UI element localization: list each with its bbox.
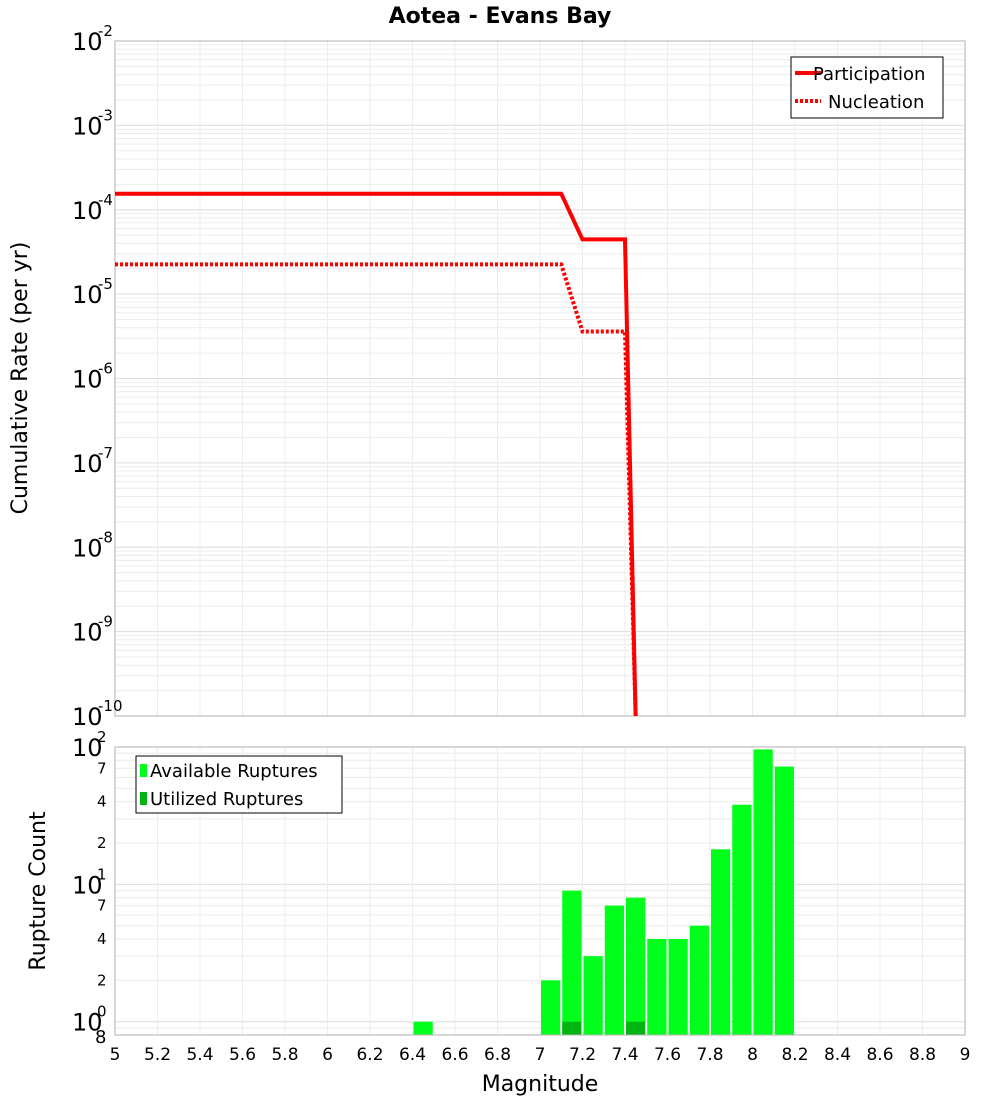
rate-y-tick-label: 10 — [72, 366, 103, 394]
rate-y-tick-exponent: -10 — [98, 697, 123, 715]
rate-plot-y-label: Cumulative Rate (per yr) — [8, 242, 33, 515]
available-bar — [541, 980, 561, 1035]
count-y-minor-tick-label: 8 — [95, 1027, 106, 1048]
x-tick-label: 7.2 — [569, 1045, 596, 1065]
count-y-tick-exponent: 2 — [97, 728, 107, 746]
rate-y-tick-exponent: -8 — [98, 528, 113, 546]
count-plot-bars — [413, 749, 794, 1035]
available-bar — [626, 897, 646, 1035]
x-axis-ticks: 5 5.2 5.4 5.6 5.8 6 6.2 6.4 6.6 6.8 7 7.2 7.4 7.6 7.8 8… — [110, 1045, 971, 1065]
legend-utilized-label: Utilized Ruptures — [150, 789, 303, 810]
count-plot-y-label: Rupture Count — [26, 811, 51, 971]
available-bar — [562, 890, 582, 1035]
count-y-tick-label: 10 — [72, 734, 103, 762]
count-plot-grid — [114, 747, 966, 1036]
x-tick-label: 7.4 — [611, 1045, 638, 1065]
rate-plot-series — [115, 191, 638, 717]
rate-plot-y-ticks: 10-210-310-410-510-610-710-810-910-10 — [72, 22, 123, 731]
x-tick-label: 6.6 — [441, 1045, 468, 1065]
available-bar — [647, 939, 667, 1035]
count-y-tick-exponent: 0 — [97, 1003, 107, 1021]
count-plot-legend: Available Ruptures Utilized Ruptures — [135, 755, 343, 814]
legend-participation-label: Participation — [813, 64, 925, 85]
x-tick-label: 5.6 — [229, 1045, 256, 1065]
rate-y-tick-exponent: -5 — [98, 275, 113, 293]
available-bar — [583, 956, 603, 1035]
rate-y-tick-label: 10 — [72, 619, 103, 647]
rate-y-tick-exponent: -2 — [98, 22, 113, 40]
rate-plot-legend: Participation Nucleation — [790, 56, 944, 119]
x-tick-label: 8.4 — [824, 1045, 851, 1065]
available-bar — [604, 905, 624, 1035]
chart-title: Aotea - Evans Bay — [389, 4, 612, 29]
rate-y-tick-exponent: -7 — [98, 444, 113, 462]
x-tick-label: 7 — [535, 1045, 546, 1065]
x-tick-label: 5.8 — [271, 1045, 298, 1065]
x-tick-label: 5.4 — [186, 1045, 213, 1065]
legend-available-swatch — [140, 764, 147, 777]
count-y-minor-tick-label: 4 — [97, 930, 107, 948]
legend-available-label: Available Ruptures — [150, 761, 318, 782]
rate-y-tick-exponent: -6 — [98, 360, 113, 378]
rate-series-participation — [115, 191, 638, 717]
available-bar — [753, 749, 773, 1035]
rate-series-nucleation — [115, 262, 638, 717]
x-tick-label: 9 — [960, 1045, 971, 1065]
rate-y-tick-label: 10 — [72, 28, 103, 56]
available-bar — [413, 1021, 433, 1035]
legend-utilized-swatch — [140, 792, 147, 805]
count-y-minor-tick-label: 2 — [97, 971, 107, 989]
count-y-minor-tick-label: 2 — [97, 834, 107, 852]
rate-y-tick-label: 10 — [72, 703, 103, 731]
available-bar — [668, 939, 688, 1035]
rate-y-tick-label: 10 — [72, 197, 103, 225]
x-tick-label: 7.8 — [696, 1045, 723, 1065]
count-y-minor-tick-label: 7 — [97, 897, 107, 915]
rate-y-tick-exponent: -3 — [98, 106, 113, 124]
x-tick-label: 5 — [110, 1045, 121, 1065]
x-tick-label: 5.2 — [144, 1045, 171, 1065]
count-y-minor-tick-label: 7 — [97, 759, 107, 777]
available-bar — [774, 766, 794, 1035]
x-tick-label: 8.2 — [781, 1045, 808, 1065]
count-y-tick-exponent: 1 — [97, 865, 107, 883]
x-tick-label: 6.2 — [356, 1045, 383, 1065]
x-tick-label: 7.6 — [654, 1045, 681, 1065]
count-y-tick-label: 10 — [72, 871, 103, 899]
rate-y-tick-exponent: -4 — [98, 191, 113, 209]
x-tick-label: 8.6 — [866, 1045, 893, 1065]
rate-y-tick-exponent: -9 — [98, 613, 113, 631]
available-bar — [732, 804, 752, 1035]
utilized-bar — [626, 1021, 646, 1035]
available-bar — [689, 925, 709, 1035]
x-tick-label: 6.4 — [399, 1045, 426, 1065]
legend-nucleation-label: Nucleation — [828, 92, 924, 113]
x-tick-label: 8 — [747, 1045, 758, 1065]
available-bar — [711, 849, 731, 1035]
count-y-minor-tick-label: 4 — [97, 793, 107, 811]
rate-plot-frame — [114, 40, 966, 717]
rate-plot: 10-210-310-410-510-610-710-810-910-10 Cu… — [8, 22, 966, 731]
x-tick-label: 6 — [322, 1045, 333, 1065]
count-y-tick-label: 10 — [72, 1009, 103, 1037]
rate-plot-grid — [114, 41, 966, 717]
rate-y-tick-label: 10 — [72, 112, 103, 140]
utilized-bar — [562, 1021, 582, 1035]
x-tick-label: 8.8 — [909, 1045, 936, 1065]
rate-y-tick-label: 10 — [72, 534, 103, 562]
rate-y-tick-label: 10 — [72, 281, 103, 309]
count-plot-frame — [114, 746, 966, 1036]
x-axis-label: Magnitude — [482, 1072, 599, 1097]
rate-y-tick-label: 10 — [72, 450, 103, 478]
count-plot-legend-box — [135, 755, 343, 814]
x-tick-label: 6.8 — [484, 1045, 511, 1065]
rate-plot-legend-box — [790, 56, 944, 119]
